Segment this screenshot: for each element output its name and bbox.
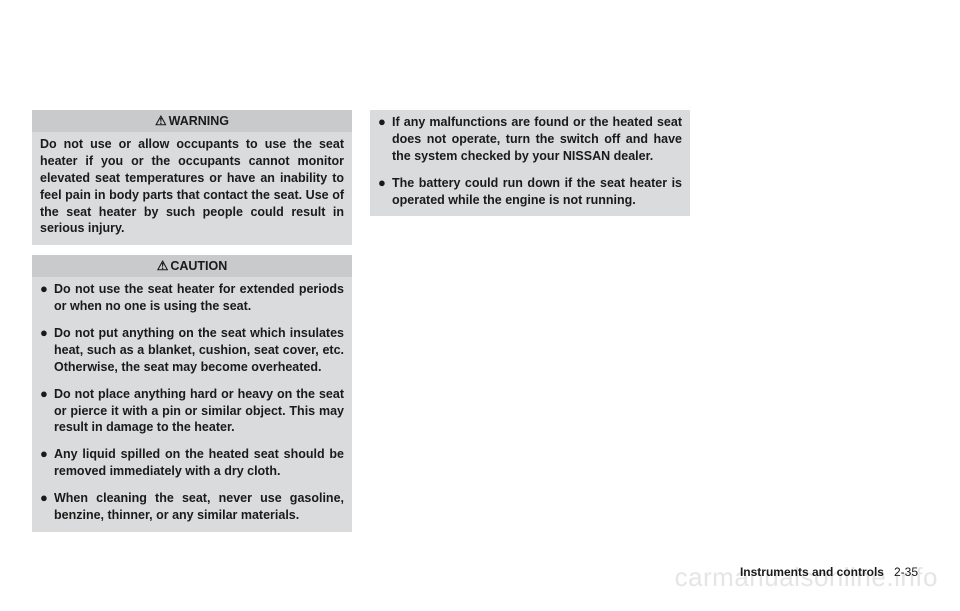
right-column: ● If any malfunctions are found or the h…: [370, 110, 690, 532]
warning-icon: ⚠: [155, 113, 167, 129]
warning-body: Do not use or allow occupants to use the…: [32, 132, 352, 245]
list-item: ● The battery could run down if the seat…: [378, 175, 682, 209]
caution-header: ⚠CAUTION: [32, 255, 352, 277]
footer-section: Instruments and controls: [740, 565, 884, 579]
list-item: ● Any liquid spilled on the heated seat …: [40, 446, 344, 480]
bullet-icon: ●: [40, 325, 54, 376]
footer-page: 2-35: [894, 565, 918, 579]
list-item: ● When cleaning the seat, never use gaso…: [40, 490, 344, 524]
list-item: ● Do not put anything on the seat which …: [40, 325, 344, 376]
column2-item-text: The battery could run down if the seat h…: [392, 175, 682, 209]
page-footer: Instruments and controls 2-35: [740, 565, 918, 579]
column2-item-text: If any malfunctions are found or the hea…: [392, 114, 682, 165]
bullet-icon: ●: [378, 175, 392, 209]
caution-item-text: Do not put anything on the seat which in…: [54, 325, 344, 376]
list-item: ● Do not use the seat heater for extende…: [40, 281, 344, 315]
bullet-icon: ●: [378, 114, 392, 165]
bullet-icon: ●: [40, 386, 54, 437]
caution-item-text: Do not place anything hard or heavy on t…: [54, 386, 344, 437]
caution-body: ● Do not use the seat heater for extende…: [32, 277, 352, 532]
warning-text: Do not use or allow occupants to use the…: [40, 136, 344, 237]
bullet-icon: ●: [40, 281, 54, 315]
list-item: ● If any malfunctions are found or the h…: [378, 114, 682, 165]
warning-header: ⚠WARNING: [32, 110, 352, 132]
bullet-icon: ●: [40, 446, 54, 480]
column2-body: ● If any malfunctions are found or the h…: [370, 110, 690, 216]
warning-header-text: WARNING: [169, 114, 229, 128]
left-column: ⚠WARNING Do not use or allow occupants t…: [32, 110, 352, 532]
caution-item-text: When cleaning the seat, never use gasoli…: [54, 490, 344, 524]
list-item: ● Do not place anything hard or heavy on…: [40, 386, 344, 437]
caution-icon: ⚠: [157, 258, 169, 274]
caution-header-text: CAUTION: [170, 259, 227, 273]
bullet-icon: ●: [40, 490, 54, 524]
caution-item-text: Any liquid spilled on the heated seat sh…: [54, 446, 344, 480]
caution-item-text: Do not use the seat heater for extended …: [54, 281, 344, 315]
